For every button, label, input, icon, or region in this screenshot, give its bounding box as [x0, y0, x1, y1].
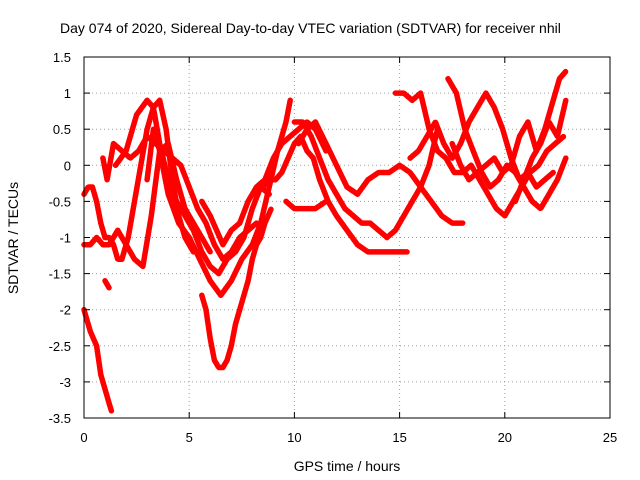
series-core	[409, 91, 554, 189]
series-track-6	[112, 97, 272, 277]
y-axis-label: SDTVAR / TECUs	[5, 182, 21, 294]
series-core	[262, 134, 408, 253]
series-core	[294, 121, 439, 239]
x-tick-label: 15	[392, 430, 406, 445]
y-tick-label: -0.5	[49, 194, 71, 209]
series-track-11	[283, 198, 329, 212]
series-track-13	[295, 119, 466, 226]
y-tick-label: -3	[59, 375, 71, 390]
series-track-2	[102, 278, 112, 291]
x-axis-label: GPS time / hours	[294, 458, 401, 474]
series-core	[146, 100, 292, 297]
series-line	[392, 90, 567, 219]
series-core	[104, 280, 111, 289]
series-track-17	[449, 68, 569, 183]
series-core	[395, 91, 565, 218]
series-track-8	[199, 205, 275, 371]
series-core	[114, 98, 270, 276]
x-tick-label: 25	[603, 430, 617, 445]
chart-title: Day 074 of 2020, Sidereal Day-to-day VTE…	[60, 20, 561, 36]
series-track-12	[291, 119, 441, 241]
series-track-15	[407, 90, 556, 190]
y-tick-label: 0.5	[53, 122, 71, 137]
y-tick-label: -2.5	[49, 339, 71, 354]
y-tick-label: 0	[64, 158, 71, 173]
y-tick-label: 1.5	[53, 50, 71, 65]
x-tick-label: 5	[186, 430, 193, 445]
series-core	[285, 200, 327, 210]
y-tick-label: -3.5	[49, 411, 71, 426]
y-tick-label: -2	[59, 303, 71, 318]
data-series-group	[81, 68, 569, 414]
y-tick-label: -1.5	[49, 267, 71, 282]
series-track-14	[392, 90, 567, 219]
x-tick-label: 0	[80, 430, 87, 445]
x-tick-label: 10	[287, 430, 301, 445]
series-core	[451, 70, 567, 182]
series-core	[297, 120, 463, 225]
y-tick-label: -1	[59, 231, 71, 246]
x-tick-label: 20	[498, 430, 512, 445]
series-track-1	[81, 306, 115, 414]
series-track-4	[81, 140, 213, 270]
axis-ticks: -3.5 -3 -2.5 -2 -1.5 -1 -0.5 0 0.5 1 1.5 0 5 10 15 20 25	[49, 50, 618, 445]
series-core	[200, 208, 273, 369]
series-track-18	[512, 97, 569, 205]
series-core	[514, 100, 567, 202]
series-track-7	[144, 97, 293, 299]
series-track-10	[260, 133, 411, 255]
y-tick-label: 1	[64, 86, 71, 101]
series-core	[84, 141, 212, 269]
series-core	[83, 309, 113, 412]
